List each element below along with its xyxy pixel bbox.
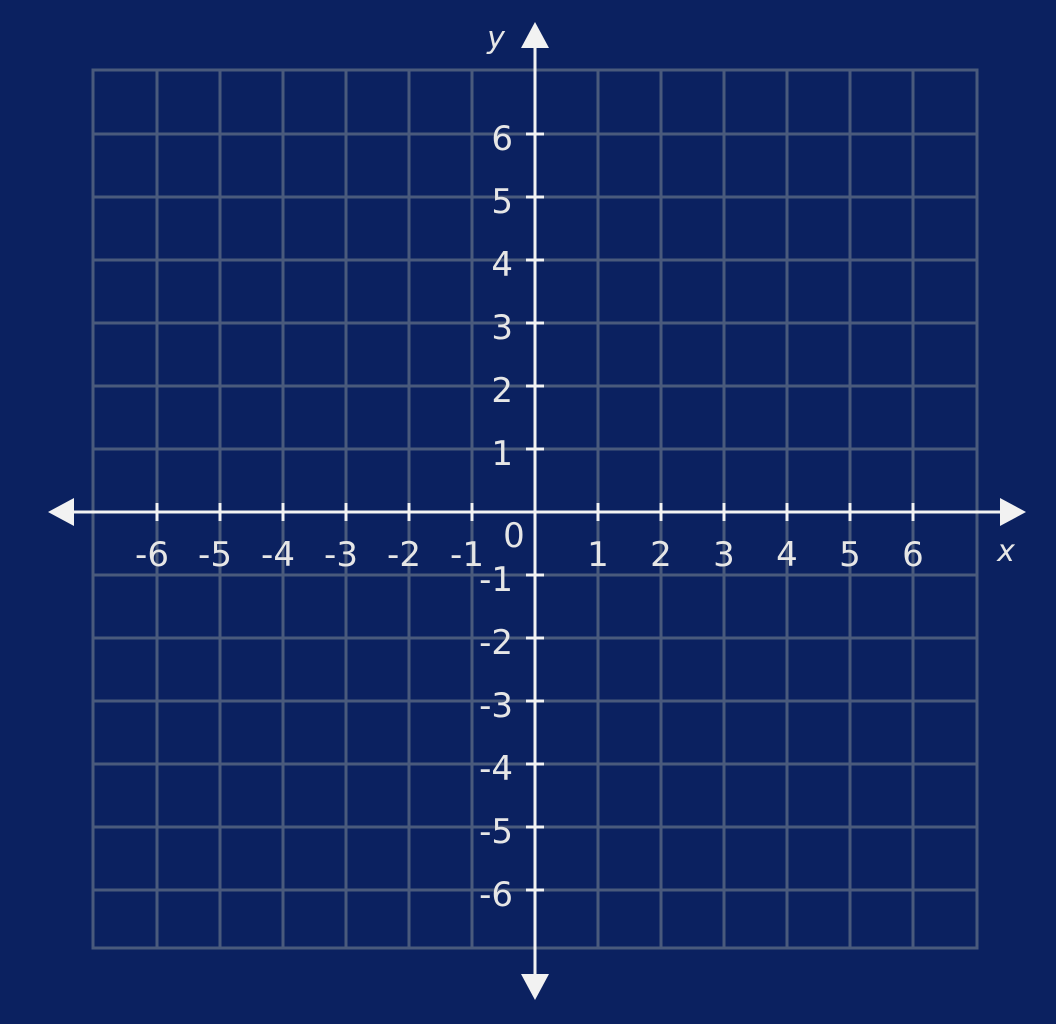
x-axis-arrow-left-icon <box>48 498 74 526</box>
y-tick-label: 3 <box>491 308 513 348</box>
x-tick-label: 3 <box>713 535 735 575</box>
x-axis-label: x <box>996 534 1015 569</box>
y-tick-label: 4 <box>491 245 513 285</box>
x-tick-label: 1 <box>587 535 609 575</box>
x-tick-label: 2 <box>650 535 672 575</box>
y-tick-label: -3 <box>479 686 513 726</box>
x-tick-label: -6 <box>135 535 169 575</box>
tick-labels: -6 -5 -4 -3 -2 -1 1 2 3 4 5 6 6 5 4 3 2 1 -1 -2 -3 -4 -5 -6 <box>135 119 924 915</box>
y-tick-label: -1 <box>479 560 513 600</box>
y-tick-label: 5 <box>491 182 513 222</box>
x-tick-label: -4 <box>261 535 295 575</box>
x-tick-label: 4 <box>776 535 798 575</box>
x-tick-label: -5 <box>198 535 232 575</box>
x-tick-label: -3 <box>324 535 358 575</box>
x-tick-label: 6 <box>902 535 924 575</box>
tick-marks <box>155 132 915 892</box>
y-axis-arrow-up-icon <box>521 22 549 48</box>
y-axis-arrow-down-icon <box>521 974 549 1000</box>
x-axis-arrow-right-icon <box>1000 498 1026 526</box>
origin-label: 0 <box>503 516 525 556</box>
y-tick-label: -2 <box>479 623 513 663</box>
x-tick-label: -1 <box>450 535 484 575</box>
y-tick-label: -6 <box>479 875 513 915</box>
y-tick-label: 6 <box>491 119 513 159</box>
x-tick-label: -2 <box>387 535 421 575</box>
y-tick-label: 1 <box>491 434 513 474</box>
y-tick-label: 2 <box>491 371 513 411</box>
y-tick-label: -5 <box>479 812 513 852</box>
x-tick-label: 5 <box>839 535 861 575</box>
y-axis-label: y <box>486 21 506 56</box>
y-tick-label: -4 <box>479 749 513 789</box>
